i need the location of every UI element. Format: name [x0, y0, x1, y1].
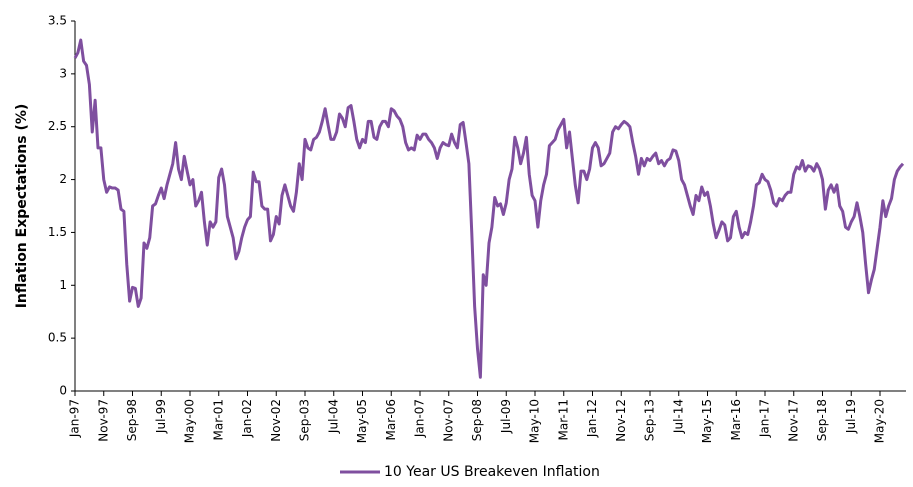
x-tick-label: Jan-12	[585, 399, 599, 438]
x-tick-label: Jan-02	[240, 399, 254, 438]
x-tick-label: Jan-97	[68, 399, 82, 438]
y-tick-label: 1.5	[48, 225, 67, 239]
y-tick-label: 2	[59, 172, 67, 186]
x-tick-label: Jul-04	[326, 399, 340, 434]
x-tick-label: Mar-01	[211, 399, 225, 440]
x-tick-label: Nov-02	[269, 399, 283, 442]
x-tick-label: Sep-03	[298, 399, 312, 441]
x-tick-label: Sep-98	[125, 399, 139, 441]
x-tick-label: Mar-16	[729, 399, 743, 440]
x-tick-label: Nov-17	[786, 399, 800, 442]
x-tick-label: Nov-12	[614, 399, 628, 442]
y-tick-label: 0	[59, 384, 67, 398]
x-tick-label: Jan-07	[413, 399, 427, 438]
y-tick-label: 2.5	[48, 119, 67, 133]
x-tick-label: Sep-13	[643, 399, 657, 441]
x-tick-label: May-05	[355, 399, 369, 443]
x-tick-label: Jul-19	[844, 399, 858, 434]
x-tick-label: Nov-97	[96, 399, 110, 442]
x-tick-label: Jul-14	[671, 399, 685, 434]
y-axis-title: Inflation Expectations (%)	[14, 104, 30, 309]
legend-label: 10 Year US Breakeven Inflation	[384, 464, 600, 480]
x-tick-label: May-10	[528, 399, 542, 443]
y-tick-label: 3.5	[48, 14, 67, 28]
x-tick-label: Sep-08	[470, 399, 484, 441]
x-tick-label: Jul-99	[154, 399, 168, 434]
x-tick-label: Nov-07	[441, 399, 455, 442]
x-tick-label: May-00	[183, 399, 197, 443]
y-tick-label: 3	[59, 66, 67, 80]
series-line	[73, 38, 905, 379]
y-tick-label: 0.5	[48, 331, 67, 345]
x-tick-label: Jul-09	[499, 399, 513, 434]
x-tick-label: Mar-11	[556, 399, 570, 440]
x-tick-label: May-20	[873, 399, 887, 443]
x-tick-label: Mar-06	[384, 399, 398, 440]
x-tick-label: Sep-18	[815, 399, 829, 441]
x-tick-label: May-15	[700, 399, 714, 443]
x-tick-label: Jan-17	[758, 399, 772, 438]
y-tick-label: 1	[59, 278, 67, 292]
